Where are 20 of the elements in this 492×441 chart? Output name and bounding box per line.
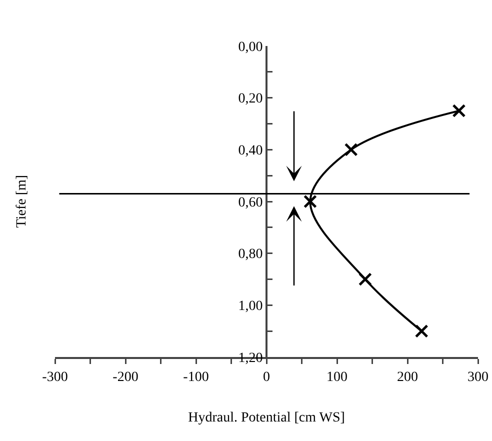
x-tick-label: -100 (183, 370, 209, 385)
point (344, 142, 358, 156)
x-tick-label: 200 (397, 370, 418, 385)
x-tick-label: -300 (42, 370, 68, 385)
point (414, 324, 428, 338)
x-tick-label: 0 (263, 370, 270, 385)
y-tick-label: 0,20 (238, 92, 263, 107)
x-tick-label: -200 (112, 370, 138, 385)
y-tick-label: 1,00 (238, 299, 263, 314)
x-tick-label: 300 (468, 370, 488, 385)
point (358, 272, 372, 286)
point (303, 194, 317, 208)
y-tick-label: 0,80 (238, 247, 263, 262)
x-tick-label: 100 (326, 370, 348, 385)
y-tick-label: 0,40 (238, 144, 263, 159)
y-tick-label: 0,60 (238, 195, 263, 210)
y-axis-title: Tiefe [m] (14, 174, 30, 228)
point (452, 104, 466, 118)
x-axis-title: Hydraul. Potential [cm WS] (188, 410, 345, 426)
y-tick-label: 0,00 (238, 40, 263, 55)
